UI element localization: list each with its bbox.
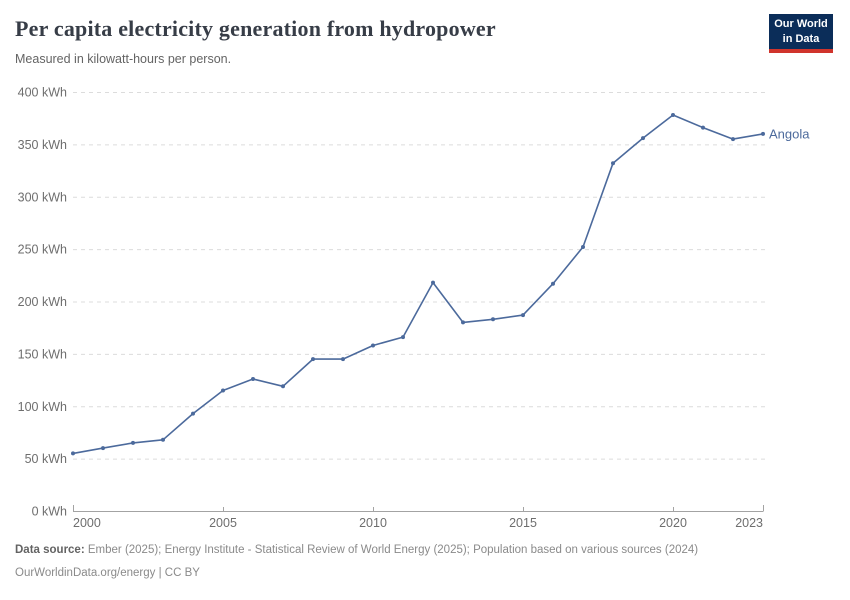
svg-text:200 kWh: 200 kWh	[18, 295, 67, 309]
svg-text:2000: 2000	[73, 516, 101, 530]
y-axis-labels: 0 kWh 50 kWh 100 kWh 150 kWh 200 kWh 250 kWh 3…	[18, 86, 67, 519]
svg-text:100 kWh: 100 kWh	[18, 400, 67, 414]
data-source-line: Data source: Ember (2025); Energy Instit…	[15, 543, 835, 559]
owid-logo-line2: in Data	[782, 32, 820, 45]
svg-text:2023: 2023	[735, 516, 763, 530]
license-line[interactable]: OurWorldinData.org/energy | CC BY	[15, 566, 200, 579]
svg-text:0 kWh: 0 kWh	[32, 505, 67, 519]
x-axis: 2000 2005 2010 2015 2020 2023	[73, 505, 764, 530]
chart-footer: Data source: Ember (2025); Energy Instit…	[15, 543, 835, 588]
data-points-angola[interactable]	[71, 113, 765, 456]
line-chart[interactable]: 0 kWh 50 kWh 100 kWh 150 kWh 200 kWh 250 kWh 3…	[0, 0, 850, 540]
svg-text:350 kWh: 350 kWh	[18, 138, 67, 152]
svg-text:2020: 2020	[659, 516, 687, 530]
svg-text:250 kWh: 250 kWh	[18, 243, 67, 257]
page-title: Per capita electricity generation from h…	[15, 16, 496, 41]
data-line-angola[interactable]	[72, 114, 764, 455]
series-label-angola[interactable]: Angola	[769, 126, 810, 141]
owid-logo-line1: Our World	[774, 18, 828, 31]
data-source-label: Data source:	[15, 544, 85, 556]
svg-text:2005: 2005	[209, 516, 237, 530]
gridlines	[73, 92, 767, 460]
svg-text:400 kWh: 400 kWh	[18, 86, 67, 100]
svg-text:300 kWh: 300 kWh	[18, 190, 67, 204]
data-source-text: Ember (2025); Energy Institute - Statist…	[87, 544, 699, 556]
chart-subtitle: Measured in kilowatt-hours per person.	[15, 52, 232, 66]
svg-text:150 kWh: 150 kWh	[18, 347, 67, 361]
svg-text:2010: 2010	[359, 516, 387, 530]
svg-text:2015: 2015	[509, 516, 537, 530]
owid-logo[interactable]: Our World in Data	[769, 14, 833, 53]
svg-text:50 kWh: 50 kWh	[25, 452, 67, 466]
